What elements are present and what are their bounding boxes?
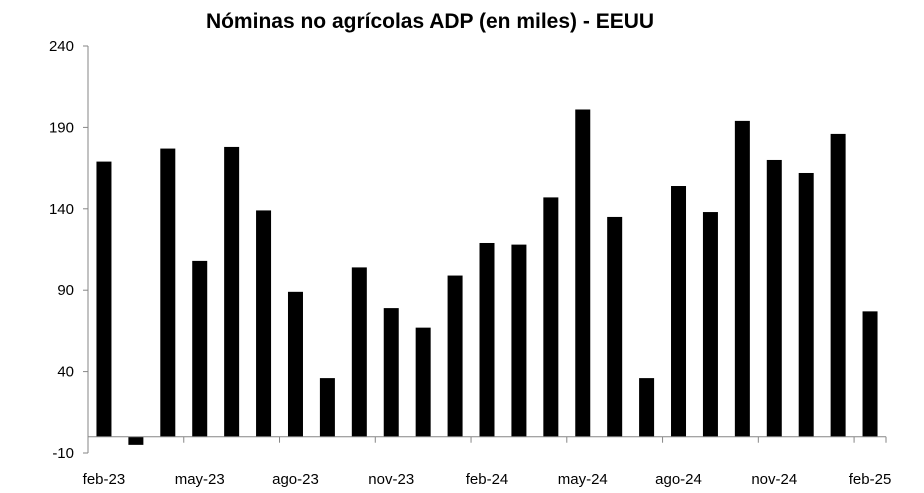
bar-may-23 bbox=[192, 260, 208, 437]
bar-feb-23 bbox=[96, 161, 112, 437]
bar-abr-23 bbox=[160, 148, 176, 437]
bar-abr-24 bbox=[543, 197, 559, 437]
x-tick-label: nov-23 bbox=[368, 471, 414, 488]
bar-nov-23 bbox=[383, 308, 399, 437]
bar-oct-23 bbox=[351, 267, 367, 437]
bar-ene-25 bbox=[830, 133, 846, 437]
bar-nov-24 bbox=[766, 159, 782, 437]
bar-sep-23 bbox=[319, 378, 335, 437]
bar-feb-25 bbox=[862, 311, 878, 437]
x-tick-label: ago-24 bbox=[655, 471, 702, 488]
bars-group bbox=[96, 109, 878, 445]
x-tick-label: may-23 bbox=[175, 471, 225, 488]
bar-jun-23 bbox=[224, 146, 240, 437]
y-tick-label: -10 bbox=[52, 445, 74, 462]
bar-ago-24 bbox=[671, 186, 687, 437]
y-tick-label: 240 bbox=[49, 38, 74, 55]
bar-oct-24 bbox=[734, 120, 750, 437]
bar-ago-23 bbox=[287, 291, 303, 437]
chart-title: Nóminas no agrícolas ADP (en miles) - EE… bbox=[205, 10, 655, 33]
x-tick-label: ago-23 bbox=[272, 471, 319, 488]
bar-ene-24 bbox=[447, 275, 463, 437]
bar-sep-24 bbox=[702, 212, 718, 437]
x-tick-label: feb-25 bbox=[849, 471, 892, 488]
bar-mar-23 bbox=[128, 436, 144, 445]
y-tick-label: 140 bbox=[49, 201, 74, 218]
y-tick-label: 40 bbox=[57, 364, 74, 381]
bar-feb-24 bbox=[479, 242, 495, 437]
y-tick-label: 190 bbox=[49, 119, 74, 136]
bar-jul-23 bbox=[256, 210, 272, 437]
bar-jun-24 bbox=[607, 216, 623, 437]
x-tick-label: feb-23 bbox=[83, 471, 126, 488]
axes-group: -10 40 90 140 190 240 feb-23 may-23 ago-23 nov-23… bbox=[49, 38, 891, 488]
x-tick-label: feb-24 bbox=[466, 471, 509, 488]
bar-mar-24 bbox=[511, 244, 527, 437]
bar-may-24 bbox=[575, 109, 591, 437]
y-tick-label: 90 bbox=[57, 282, 74, 299]
bar-jul-24 bbox=[639, 378, 655, 437]
x-tick-label: nov-24 bbox=[751, 471, 797, 488]
x-tick-label: may-24 bbox=[558, 471, 608, 488]
bar-dic-24 bbox=[798, 172, 814, 437]
bar-dic-23 bbox=[415, 327, 431, 437]
